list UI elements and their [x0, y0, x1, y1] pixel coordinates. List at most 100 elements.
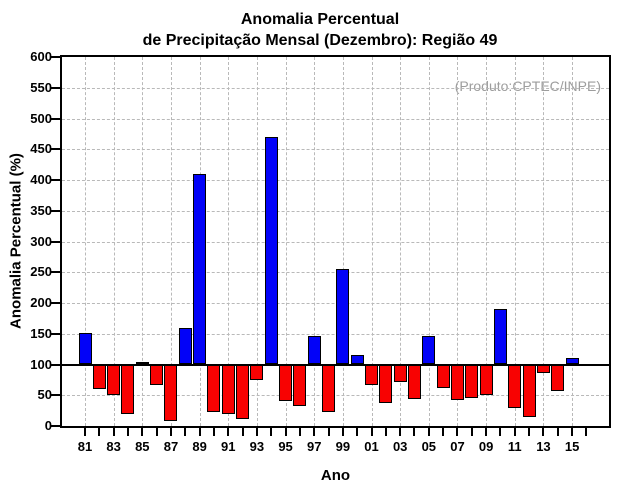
x-tick — [399, 428, 402, 436]
bar-06 — [436, 364, 450, 388]
x-tick — [585, 428, 588, 436]
bar-02 — [379, 364, 393, 404]
h-gridline — [62, 87, 609, 89]
bar-10 — [493, 308, 507, 365]
v-gridline — [572, 57, 574, 426]
x-tick-label: 95 — [278, 439, 293, 454]
x-tick-label: 85 — [135, 439, 150, 454]
v-gridline — [486, 57, 488, 426]
bar-15 — [565, 357, 579, 365]
x-tick — [298, 428, 301, 436]
y-tick-label: 200 — [30, 295, 52, 310]
v-gridline — [314, 57, 316, 426]
h-gridline — [62, 272, 609, 274]
bar-08 — [465, 364, 479, 398]
x-tick — [513, 428, 516, 436]
v-gridline — [85, 57, 86, 426]
bar-09 — [479, 364, 493, 396]
v-gridline — [228, 57, 230, 426]
x-tick — [112, 428, 115, 436]
x-tick-label: 09 — [478, 439, 494, 454]
bar-04 — [407, 364, 421, 399]
y-tick-label: 0 — [44, 418, 52, 433]
bar-88 — [178, 327, 192, 365]
bar-99 — [336, 268, 350, 365]
bar-85 — [135, 362, 149, 365]
bar-12 — [522, 364, 536, 417]
h-gridline — [62, 180, 609, 181]
product-annotation: (Produto:CPTEC/INPE) — [454, 78, 601, 94]
x-tick — [556, 428, 559, 436]
y-tick-label: 250 — [30, 264, 52, 280]
y-tick — [51, 332, 60, 335]
y-tick-label: 550 — [30, 79, 52, 95]
y-tick — [51, 209, 60, 212]
h-gridline — [62, 241, 609, 243]
v-gridline — [170, 57, 172, 426]
x-tick — [284, 428, 287, 436]
bar-07 — [450, 364, 464, 400]
plot-frame — [60, 55, 611, 428]
v-gridline — [371, 57, 373, 426]
bar-00 — [350, 355, 364, 365]
x-tick-label: 15 — [564, 439, 580, 454]
x-tick-label: 99 — [335, 439, 351, 454]
x-tick-label: 89 — [192, 439, 207, 454]
x-tick — [126, 428, 129, 436]
x-tick-label: 01 — [364, 439, 379, 454]
y-tick-label: 100 — [30, 356, 52, 372]
bar-92 — [236, 364, 250, 420]
x-tick-label: 87 — [163, 439, 179, 454]
bar-90 — [207, 364, 221, 413]
bar-05 — [422, 335, 436, 365]
bar-01 — [365, 364, 379, 386]
chart-title: Anomalia Percentual de Precipitação Mens… — [0, 9, 640, 51]
bar-83 — [107, 364, 121, 396]
x-tick — [542, 428, 545, 436]
x-tick-label: 07 — [450, 439, 465, 454]
x-tick — [155, 428, 158, 436]
v-gridline — [428, 57, 430, 426]
y-tick-label: 150 — [30, 325, 52, 341]
y-tick — [51, 56, 60, 58]
bar-91 — [221, 364, 235, 415]
x-tick — [456, 428, 459, 436]
y-axis-label: Anomalia Percentual (%) — [7, 153, 25, 329]
x-tick — [528, 428, 531, 436]
plot-area — [62, 57, 609, 426]
bar-13 — [536, 364, 550, 374]
v-gridline — [285, 57, 287, 426]
x-tick — [370, 428, 373, 436]
bar-82 — [92, 364, 106, 390]
x-tick — [84, 428, 86, 436]
x-tick — [327, 428, 330, 436]
y-tick-label: 300 — [30, 233, 52, 249]
x-tick — [270, 428, 273, 436]
h-gridline — [62, 303, 609, 304]
chart-title-line2: de Precipitação Mensal (Dezembro): Regiã… — [142, 32, 498, 49]
v-gridline — [457, 57, 459, 426]
y-tick-label: 400 — [30, 172, 52, 187]
x-tick — [499, 428, 502, 436]
v-gridline — [342, 57, 344, 426]
y-tick — [51, 363, 60, 366]
x-tick — [313, 428, 316, 436]
v-gridline — [543, 57, 545, 426]
x-tick — [141, 428, 144, 436]
x-tick-label: 97 — [306, 439, 322, 454]
x-tick — [198, 428, 201, 436]
x-tick-label: 93 — [249, 439, 265, 454]
bar-93 — [250, 364, 264, 381]
bar-84 — [121, 364, 135, 414]
h-gridline — [62, 149, 609, 151]
y-tick — [51, 86, 60, 89]
x-tick — [255, 428, 258, 436]
bar-96 — [293, 364, 307, 406]
v-gridline — [514, 57, 516, 426]
h-gridline — [62, 395, 609, 397]
bar-97 — [307, 336, 321, 365]
x-tick — [184, 428, 187, 436]
y-tick-label: 350 — [30, 202, 52, 218]
x-tick — [571, 428, 574, 436]
